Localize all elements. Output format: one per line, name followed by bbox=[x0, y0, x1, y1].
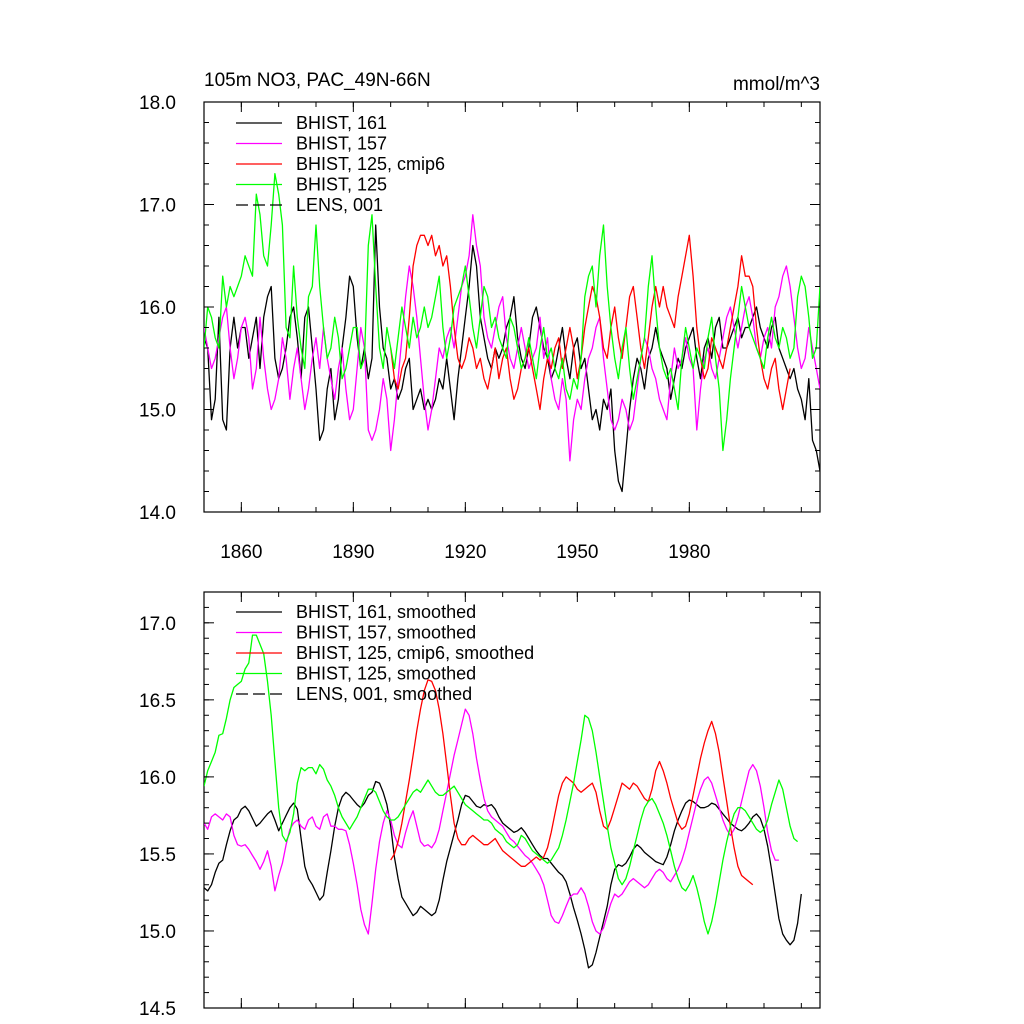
legend-label: BHIST, 161, smoothed bbox=[296, 602, 476, 622]
series-lines bbox=[204, 634, 802, 969]
y-tick-label: 18.0 bbox=[139, 93, 176, 114]
y-tick-label: 17.0 bbox=[139, 196, 176, 217]
y-tick-label: 14.0 bbox=[139, 503, 176, 524]
x-tick-label: 1890 bbox=[332, 542, 374, 563]
lower-panel: 14.5 15.0 15.5 16.0 16.5 17.0 BHIST, 161, smoo… bbox=[139, 591, 821, 1020]
legend-label: BHIST, 125, smoothed bbox=[296, 664, 476, 684]
y-tick-label: 16.5 bbox=[139, 691, 176, 712]
y-tick-label: 15.5 bbox=[139, 845, 176, 866]
y-tick-label: 14.5 bbox=[139, 999, 176, 1020]
legend-label: BHIST, 157, smoothed bbox=[296, 623, 476, 643]
x-tick-label: 1980 bbox=[668, 542, 710, 563]
x-tick-label: 1920 bbox=[444, 542, 486, 563]
series-line-bhist-161 bbox=[204, 224, 820, 493]
series-line-bhist-125-cmip6 bbox=[390, 234, 791, 411]
x-tick-label: 1860 bbox=[220, 542, 262, 563]
legend-label: BHIST, 161 bbox=[296, 113, 387, 133]
series-line-bhist-161-smoothed bbox=[204, 780, 802, 969]
y-tick-label: 15.0 bbox=[139, 401, 176, 422]
legend-label: LENS, 001, smoothed bbox=[296, 684, 472, 704]
legend-label: BHIST, 125, cmip6, smoothed bbox=[296, 643, 534, 663]
legend-label: BHIST, 125 bbox=[296, 175, 387, 195]
legend-label: BHIST, 157 bbox=[296, 134, 387, 154]
series-line-bhist-157 bbox=[204, 214, 820, 462]
series-line-bhist-157-smoothed bbox=[204, 708, 779, 935]
legend-label: BHIST, 125, cmip6 bbox=[296, 154, 445, 174]
series-lines bbox=[204, 173, 820, 493]
units-label: mmol/m^3 bbox=[733, 74, 820, 95]
legend-label: LENS, 001 bbox=[296, 195, 383, 215]
plot-frame bbox=[203, 591, 821, 1009]
series-line-bhist-125-smoothed bbox=[204, 634, 799, 935]
x-tick-label: 1950 bbox=[556, 542, 598, 563]
series-line-bhist-125 bbox=[204, 173, 820, 452]
chart-title: 105m NO3, PAC_49N-66N bbox=[204, 70, 431, 91]
y-tick-label: 15.0 bbox=[139, 922, 176, 943]
upper-panel: 14.0 15.0 16.0 17.0 18.0 1860 1890 1920 1950 1980… bbox=[139, 70, 821, 563]
y-tick-label: 16.0 bbox=[139, 298, 176, 319]
series-line-bhist-125-cmip6-smoothed bbox=[390, 679, 754, 886]
y-tick-label: 16.0 bbox=[139, 768, 176, 789]
y-tick-label: 17.0 bbox=[139, 614, 176, 635]
